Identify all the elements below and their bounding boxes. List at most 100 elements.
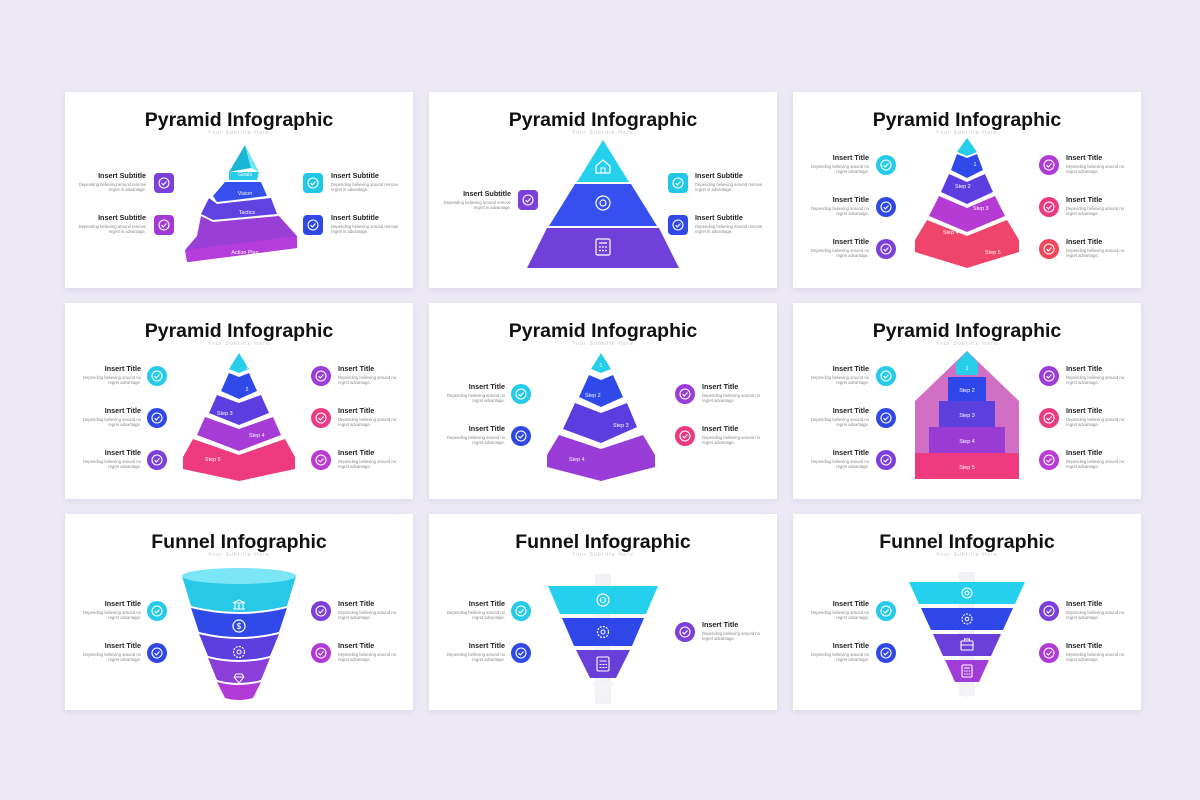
layer-label: Step 3 bbox=[959, 413, 975, 419]
text-block-right: Insert Title Depending believing around n… bbox=[702, 424, 761, 445]
layer-label: Step 3 bbox=[613, 423, 629, 429]
item-heading: Insert Title bbox=[469, 424, 505, 433]
layer-label: 1 bbox=[246, 365, 249, 371]
item-heading: Insert Title bbox=[833, 406, 869, 415]
item-text: Depending believing around remove bbox=[695, 182, 763, 187]
item-heading: Insert Title bbox=[105, 641, 141, 650]
item-text: Depending believing around no bbox=[1066, 248, 1125, 253]
slide-pyramid-5[interactable]: Pyramid Infographic Your Subtitle Here 1… bbox=[429, 303, 777, 499]
item-heading: Insert Title bbox=[338, 641, 374, 650]
item-text: regret in advantage. bbox=[331, 229, 368, 234]
slide-funnel-3[interactable]: Funnel Infographic Your Subtitle Here In… bbox=[793, 514, 1141, 710]
item-text: Depending believing around no bbox=[447, 610, 506, 615]
layer-label: 2 bbox=[246, 387, 249, 393]
slide-canvas: Pyramid Infographic Your Subtitle Here 1… bbox=[83, 320, 397, 481]
step-tier bbox=[929, 427, 1005, 453]
item-heading: Insert Title bbox=[833, 448, 869, 457]
item-text: regret advantage. bbox=[472, 398, 505, 403]
check-icon bbox=[511, 426, 531, 446]
funnel-tier bbox=[182, 576, 296, 612]
item-text: Depending believing around no bbox=[447, 393, 506, 398]
item-heading: Insert Subtitle bbox=[695, 213, 743, 222]
text-block-right: Insert Title Depending believing around n… bbox=[1066, 599, 1125, 620]
slide-pyramid-4[interactable]: Pyramid Infographic Your Subtitle Here 1… bbox=[65, 303, 413, 499]
slide-funnel-1[interactable]: Funnel Infographic Your Subtitle Here In… bbox=[65, 514, 413, 710]
check-icon bbox=[311, 366, 331, 386]
slide-pyramid-3[interactable]: Pyramid Infographic Your Subtitle Here 1… bbox=[793, 92, 1141, 288]
item-text: regret advantage. bbox=[338, 464, 371, 469]
layer-label: Step 5 bbox=[959, 465, 975, 471]
slide-subtitle: Your Subtitle Here bbox=[208, 130, 270, 136]
check-icon bbox=[1039, 450, 1059, 470]
text-block-left: Insert Title Depending believing around n… bbox=[811, 599, 870, 620]
item-text: regret advantage. bbox=[472, 440, 505, 445]
item-text: Depending believing around no bbox=[83, 652, 142, 657]
text-block-right: Insert Subtitle Depending believing arou… bbox=[331, 171, 399, 192]
item-text: regret advantage. bbox=[108, 464, 141, 469]
text-block-right: Insert Title Depending believing around n… bbox=[338, 364, 397, 385]
check-icon bbox=[1039, 197, 1059, 217]
pyramid-3d: Goals Vision Tactics Action Plan bbox=[185, 145, 297, 262]
pyramid-layer-tactics bbox=[201, 198, 277, 220]
text-block-left: Insert Title Depending believing around n… bbox=[83, 364, 142, 385]
slide-subtitle: Your Subtitle Here bbox=[208, 341, 270, 347]
slide-canvas: Pyramid Infographic Your Subtitle Here 1… bbox=[811, 109, 1125, 268]
item-text: regret advantage. bbox=[836, 464, 869, 469]
check-icon bbox=[154, 173, 174, 193]
text-block-right: Insert Title Depending believing around n… bbox=[1066, 153, 1125, 174]
item-text: Depending believing around no bbox=[811, 610, 870, 615]
funnel-tip bbox=[591, 682, 615, 700]
slide-subtitle: Your Subtitle Here bbox=[936, 552, 998, 558]
bank-icon bbox=[232, 599, 246, 610]
item-text: Depending believing around no bbox=[83, 459, 142, 464]
check-icon bbox=[876, 408, 896, 428]
funnel-tier bbox=[199, 634, 279, 660]
slide-funnel-2[interactable]: Funnel Infographic Your Subtitle Here In… bbox=[429, 514, 777, 710]
step-tier bbox=[948, 377, 986, 401]
item-heading: Insert Subtitle bbox=[695, 171, 743, 180]
slide-pyramid-1[interactable]: Pyramid Infographic Your Subtitle Here G… bbox=[65, 92, 413, 288]
step-tier bbox=[229, 353, 249, 373]
text-block-left: Insert Title Depending believing around n… bbox=[447, 382, 506, 403]
item-heading: Insert Title bbox=[833, 599, 869, 608]
slide-subtitle: Your Subtitle Here bbox=[572, 341, 634, 347]
check-icon bbox=[518, 190, 538, 210]
briefcase-icon bbox=[960, 638, 974, 651]
slide-pyramid-2[interactable]: Pyramid Infographic Your Subtitle Here I… bbox=[429, 92, 777, 288]
text-block-left: Insert Title Depending believing around n… bbox=[811, 237, 870, 258]
item-text: regret advantage. bbox=[836, 422, 869, 427]
text-block-left: Insert Subtitle Depending believing arou… bbox=[79, 171, 147, 192]
item-text: Depending believing around no bbox=[811, 206, 870, 211]
step-tier bbox=[939, 401, 995, 427]
check-icon bbox=[311, 450, 331, 470]
target-icon bbox=[596, 593, 610, 607]
layer-label: 1 bbox=[600, 363, 603, 369]
check-icon bbox=[147, 601, 167, 621]
slide-title: Funnel Infographic bbox=[151, 531, 327, 553]
item-text: regret advantage. bbox=[702, 398, 735, 403]
slide-pyramid-6[interactable]: Pyramid Infographic Your Subtitle Here 1… bbox=[793, 303, 1141, 499]
slide-canvas: Funnel Infographic Your Subtitle Here In… bbox=[83, 531, 397, 700]
item-text: regret advantage. bbox=[338, 615, 371, 620]
check-icon bbox=[311, 643, 331, 663]
item-text: regret advantage. bbox=[1066, 464, 1099, 469]
calculator-icon bbox=[595, 238, 611, 256]
item-text: regret advantage. bbox=[836, 253, 869, 258]
layer-label: Step 2 bbox=[585, 393, 601, 399]
item-heading: Insert Title bbox=[105, 599, 141, 608]
layer-label: Step 4 bbox=[569, 457, 585, 463]
diamond-icon bbox=[233, 673, 245, 684]
item-text: Depending believing around no bbox=[1066, 206, 1125, 211]
item-heading: Insert Title bbox=[469, 382, 505, 391]
item-text: Depending believing around no bbox=[83, 375, 142, 380]
layer-label: 1 bbox=[966, 366, 969, 372]
slide-subtitle: Your Subtitle Here bbox=[208, 552, 270, 558]
item-text: Depending believing around no bbox=[811, 164, 870, 169]
item-text: regret in advantage. bbox=[331, 187, 368, 192]
check-icon bbox=[668, 173, 688, 193]
item-text: regret advantage. bbox=[338, 657, 371, 662]
text-block-left: Insert Title Depending believing around n… bbox=[83, 641, 142, 662]
pyramid-tier-middle bbox=[549, 184, 657, 226]
check-icon bbox=[1039, 366, 1059, 386]
check-icon bbox=[1039, 408, 1059, 428]
